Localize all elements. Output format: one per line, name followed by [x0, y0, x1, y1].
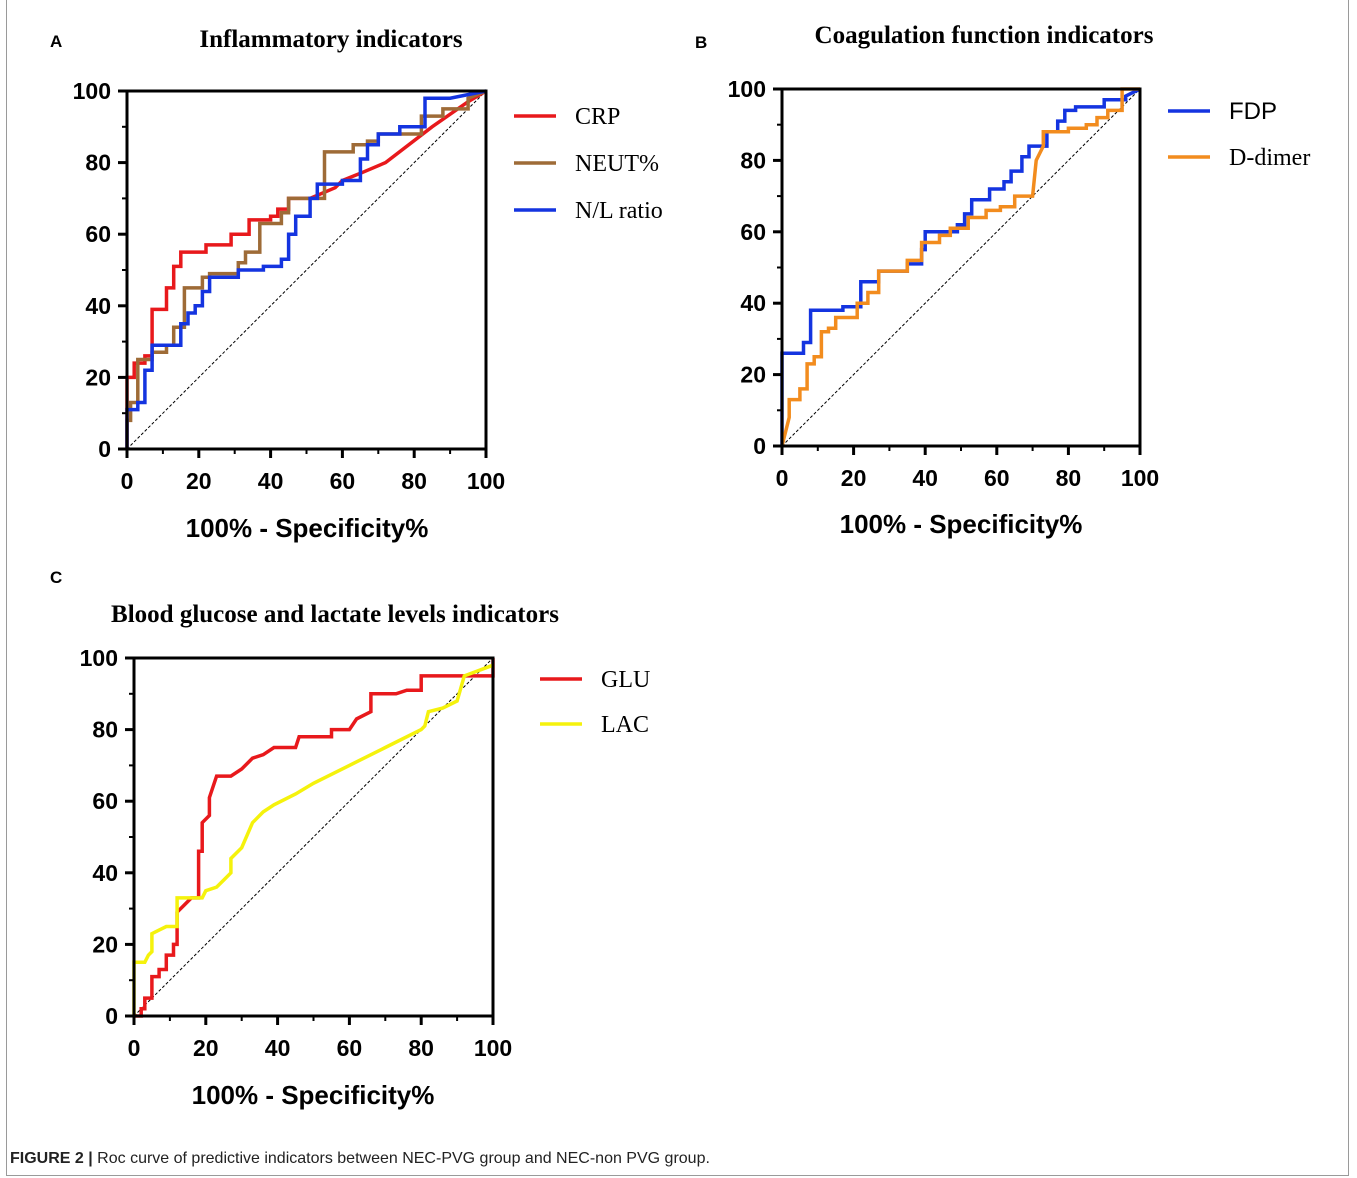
x-axis-title: 100% - Specificity%: [186, 513, 429, 543]
x-tick-label: 60: [330, 468, 356, 494]
y-tick-label: 60: [85, 221, 111, 247]
y-tick-label: 20: [85, 364, 111, 390]
legend-label: LAC: [601, 712, 649, 738]
panel-title: Coagulation function indicators: [815, 22, 1154, 49]
x-tick-label: 0: [128, 1035, 141, 1061]
panel-title: Inflammatory indicators: [199, 26, 462, 53]
roc-curve-glu: [134, 658, 495, 1018]
y-tick-label: 40: [740, 290, 766, 316]
roc-curve-d-dimer: [780, 87, 1140, 447]
figure-caption: FIGURE 2 | Roc curve of predictive indic…: [10, 1150, 710, 1168]
x-tick-label: 100: [474, 1035, 512, 1061]
figure-frame: [6, 0, 1349, 1176]
panel-title: Blood glucose and lactate levels indicat…: [111, 601, 559, 628]
x-tick-label: 80: [1056, 465, 1082, 491]
legend-label: D-dimer: [1229, 145, 1310, 171]
y-tick-label: 0: [105, 1003, 118, 1029]
y-tick-label: 80: [92, 717, 118, 743]
x-tick-label: 20: [186, 468, 212, 494]
x-tick-label: 40: [258, 468, 284, 494]
x-axis-title: 100% - Specificity%: [840, 509, 1083, 539]
caption-text: Roc curve of predictive indicators betwe…: [92, 1150, 710, 1167]
y-tick-label: 40: [92, 860, 118, 886]
x-tick-label: 60: [984, 465, 1010, 491]
roc-curve-n-l-ratio: [125, 89, 487, 449]
reference-diagonal: [126, 90, 487, 450]
y-tick-label: 40: [85, 293, 111, 319]
panel-letter: A: [50, 32, 62, 51]
y-tick-label: 100: [728, 76, 766, 102]
x-tick-label: 60: [337, 1035, 363, 1061]
x-axis-title: 100% - Specificity%: [192, 1080, 435, 1110]
y-tick-label: 100: [73, 78, 111, 104]
legend-label: CRP: [575, 104, 620, 130]
x-tick-label: 20: [193, 1035, 219, 1061]
roc-curve-fdp: [780, 87, 1141, 446]
y-tick-label: 80: [740, 147, 766, 173]
x-tick-label: 100: [1121, 465, 1159, 491]
x-tick-label: 0: [776, 465, 789, 491]
legend-label: FDP: [1229, 98, 1277, 125]
reference-diagonal: [133, 657, 494, 1017]
y-tick-label: 0: [753, 433, 766, 459]
y-tick-label: 100: [80, 645, 118, 671]
x-tick-label: 80: [401, 468, 427, 494]
y-tick-label: 20: [740, 362, 766, 388]
reference-diagonal: [781, 88, 1141, 447]
x-tick-label: 80: [408, 1035, 434, 1061]
panel-letter: C: [50, 568, 62, 587]
plot-area: 0 20 40 60 80 100 0 20 40 60 80 100: [80, 645, 513, 1061]
panel-letter: B: [695, 33, 707, 52]
x-tick-label: 100: [467, 468, 505, 494]
y-tick-label: 80: [85, 150, 111, 176]
legend-label: GLU: [601, 667, 650, 693]
legend-label: N/L ratio: [575, 198, 663, 224]
x-tick-label: 0: [121, 468, 134, 494]
legend-label: NEUT%: [575, 151, 659, 177]
caption-label: FIGURE 2 |: [10, 1150, 93, 1167]
y-tick-label: 0: [98, 436, 111, 462]
x-tick-label: 40: [912, 465, 938, 491]
x-tick-label: 20: [841, 465, 867, 491]
y-tick-label: 20: [92, 931, 118, 957]
roc-curve-lac: [132, 663, 494, 1016]
y-tick-label: 60: [740, 219, 766, 245]
plot-area: 0 20 40 60 80 100 0 20 40 60 80 100: [728, 76, 1160, 491]
x-tick-label: 40: [265, 1035, 291, 1061]
plot-area: 0 20 40 60 80 100 0 20 40 60 80 100: [73, 78, 506, 494]
y-tick-label: 60: [92, 788, 118, 814]
